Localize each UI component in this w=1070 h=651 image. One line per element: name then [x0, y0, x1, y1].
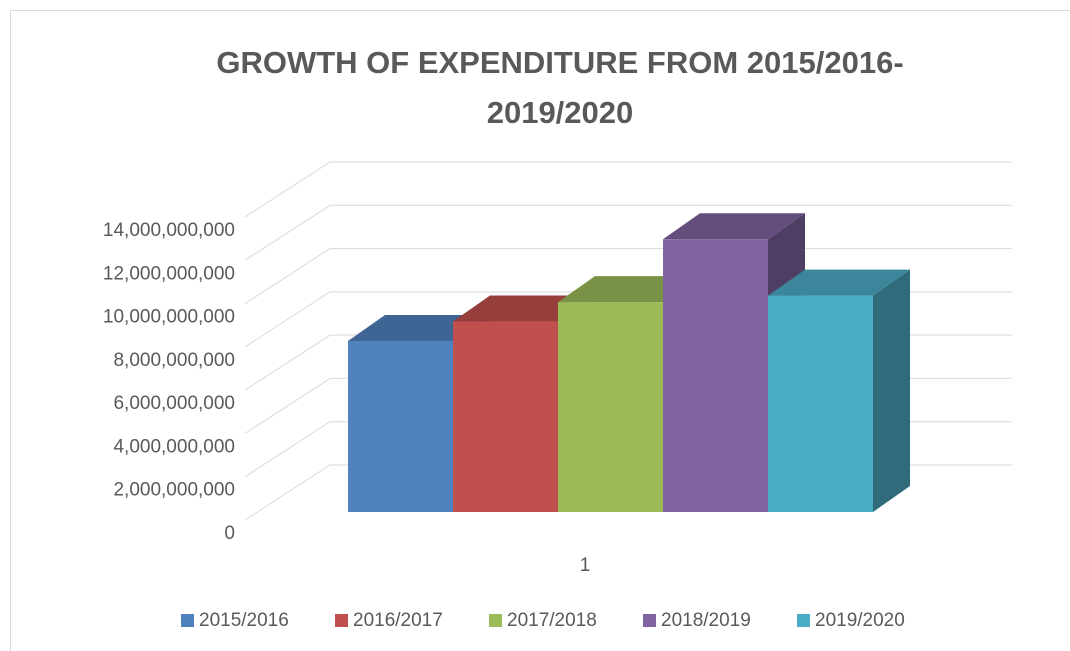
y-tick-label: 2,000,000,000: [113, 480, 235, 501]
y-tick-label: 14,000,000,000: [103, 220, 235, 241]
bar: [348, 341, 453, 512]
bar-side: [873, 269, 910, 512]
legend-swatch: [643, 614, 656, 627]
bar-top: [663, 213, 805, 240]
y-tick-label: 8,000,000,000: [113, 350, 235, 371]
bar: [768, 295, 873, 512]
legend-label: 2018/2019: [661, 610, 751, 631]
y-tick-label: 12,000,000,000: [103, 263, 235, 284]
y-tick-label: 0: [224, 523, 235, 544]
grid-line: [244, 161, 1012, 218]
bar: [453, 321, 558, 512]
grid-line: [244, 204, 1012, 261]
legend-swatch: [181, 614, 194, 627]
legend-label: 2019/2020: [815, 610, 905, 631]
x-tick-label: 1: [580, 555, 591, 576]
bar-top: [768, 269, 910, 296]
legend-swatch: [797, 614, 810, 627]
bar: [558, 302, 663, 512]
bar-group: [768, 269, 910, 512]
y-tick-label: 4,000,000,000: [113, 436, 235, 457]
chart-title: GROWTH OF EXPENDITURE FROM 2015/2016-201…: [216, 45, 904, 130]
y-tick-label: 6,000,000,000: [113, 393, 235, 414]
legend-swatch: [335, 614, 348, 627]
y-tick-label: 10,000,000,000: [103, 307, 235, 328]
bar: [663, 239, 768, 513]
legend-label: 2017/2018: [507, 610, 597, 631]
legend-swatch: [489, 614, 502, 627]
legend-label: 2015/2016: [199, 610, 289, 631]
legend-label: 2016/2017: [353, 610, 443, 631]
